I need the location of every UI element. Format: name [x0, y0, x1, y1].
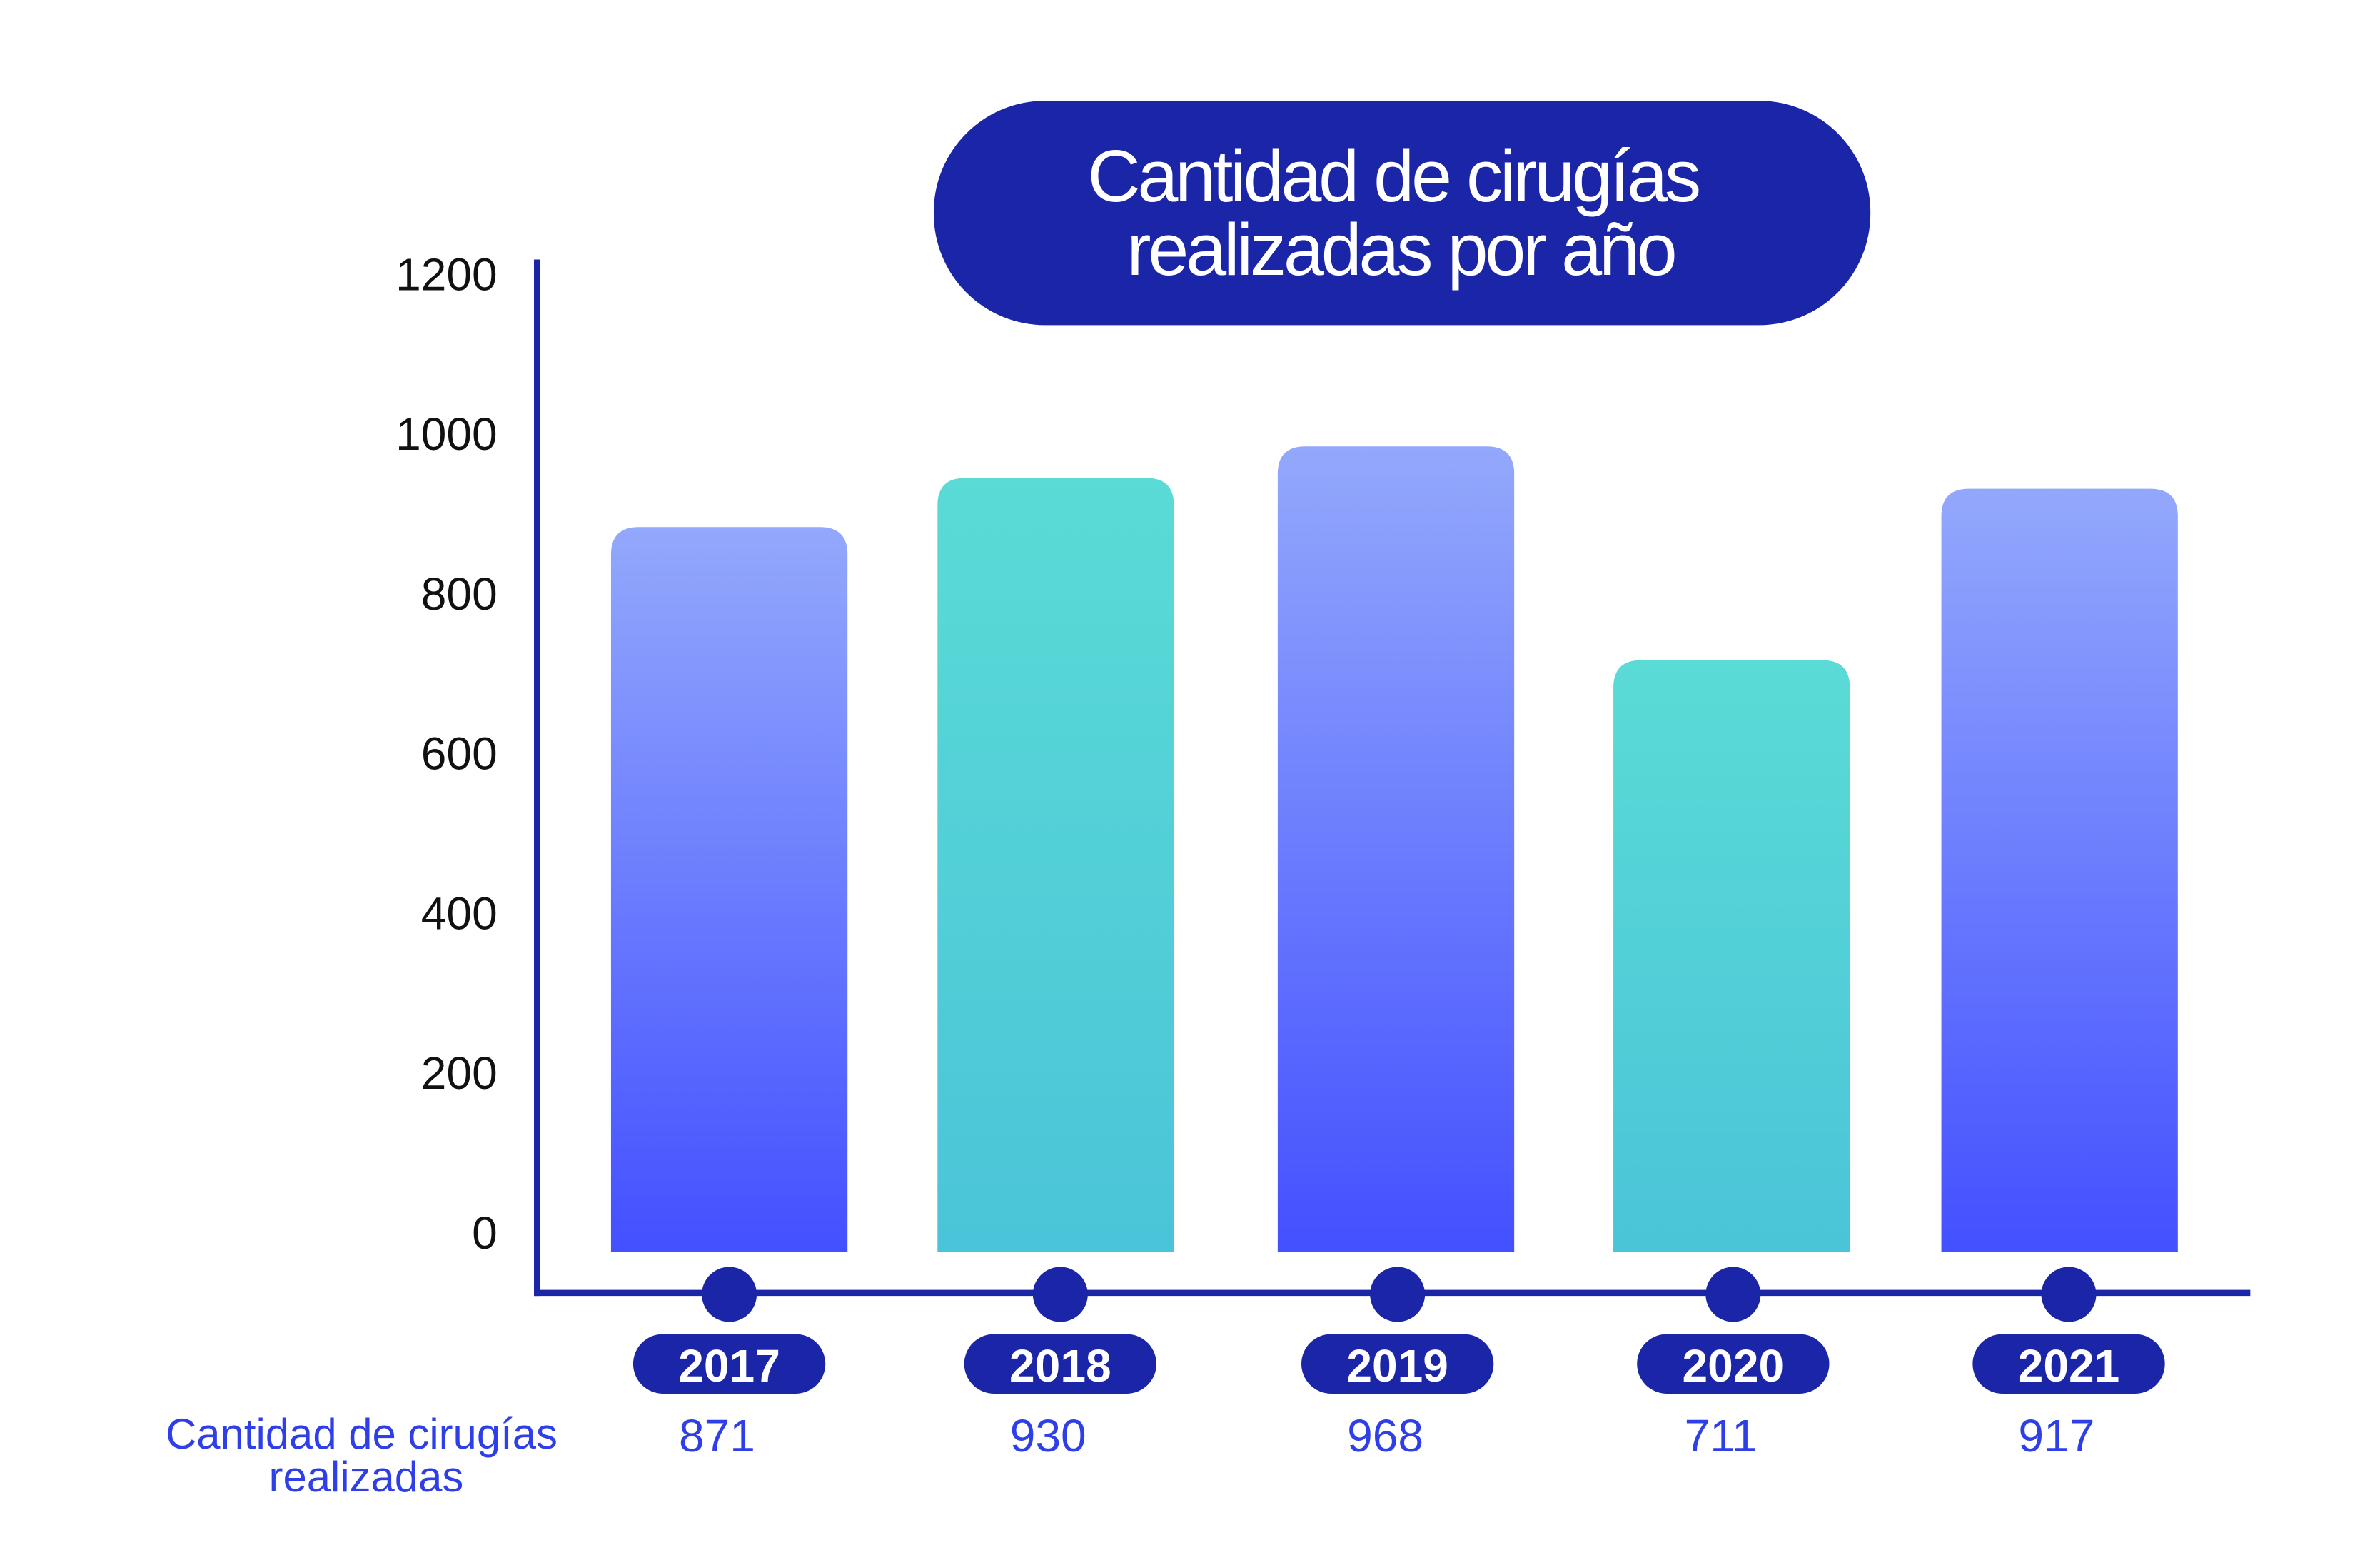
year-pill	[1972, 1334, 2165, 1394]
data-value-label: 968	[1347, 1410, 1423, 1461]
x-tick-label: 2018	[1009, 1340, 1111, 1392]
x-axis-categories: 2017 871 2018 930 2019 968 2020 711 2021 917	[632, 1267, 2165, 1461]
x-tick-label: 2020	[1683, 1340, 1785, 1392]
bars	[610, 446, 2178, 1252]
y-tick-label: 200	[421, 1047, 498, 1099]
axis-marker-dot	[1370, 1267, 1426, 1322]
year-pill	[1301, 1334, 1494, 1394]
year-pill	[632, 1334, 826, 1394]
year-pill	[964, 1334, 1156, 1394]
data-value-label: 871	[679, 1410, 755, 1461]
chart-title-badge: Cantidad de cirugías realizadas por año	[933, 101, 1871, 326]
title-pill	[933, 101, 1871, 326]
axis-marker-dot	[1032, 1267, 1088, 1322]
chart-title-line-1: Cantidad de cirugías	[1088, 135, 1699, 217]
chart-title-line-2: realizadas por año	[1126, 208, 1674, 291]
data-value-label: 930	[1010, 1410, 1086, 1461]
y-axis-ticks: 0 200 400 600 800 1000 1200	[395, 248, 498, 1259]
y-tick-label: 800	[421, 568, 498, 620]
bar-2019	[1277, 446, 1515, 1252]
y-tick-label: 1000	[395, 408, 498, 460]
axis-marker-dot	[1705, 1267, 1761, 1322]
bar-2021	[1941, 488, 2178, 1252]
year-pill	[1637, 1334, 1830, 1394]
x-tick-label: 2021	[2018, 1340, 2120, 1392]
y-tick-label: 400	[421, 887, 498, 939]
bar-2020	[1613, 660, 1850, 1252]
data-value-label: 711	[1685, 1410, 1758, 1461]
data-value-label: 917	[2018, 1410, 2094, 1461]
row-label-line-2: realizadas	[269, 1453, 464, 1501]
bar-2017	[610, 527, 848, 1252]
row-label-line-1: Cantidad de cirugías	[166, 1410, 558, 1458]
x-tick-label: 2017	[678, 1340, 780, 1392]
axis-marker-dot	[702, 1267, 757, 1322]
y-tick-label: 0	[472, 1207, 498, 1259]
x-tick-label: 2019	[1346, 1340, 1448, 1392]
y-tick-label: 600	[421, 728, 498, 780]
axis-marker-dot	[2041, 1267, 2097, 1322]
y-tick-label: 1200	[395, 248, 498, 300]
bar-2018	[937, 478, 1174, 1252]
